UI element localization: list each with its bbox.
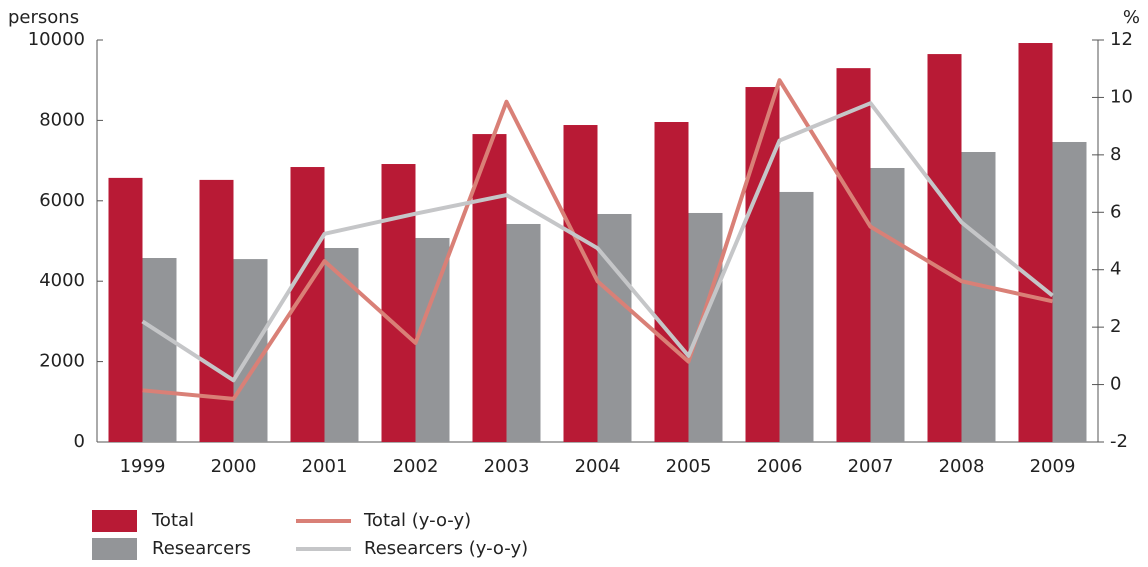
y-tick-label: 10000	[28, 29, 85, 50]
bar	[324, 247, 359, 442]
x-tick-label: 2002	[393, 456, 439, 477]
legend-swatch	[92, 510, 137, 532]
bar	[506, 223, 541, 442]
bar	[779, 191, 814, 442]
bar	[472, 134, 507, 442]
bar	[870, 167, 905, 442]
bar	[836, 68, 871, 442]
y2-tick-label: -2	[1110, 431, 1128, 452]
y-tick-label: 2000	[39, 351, 85, 372]
legend-label: Total (y-o-y)	[363, 510, 471, 531]
legend-label: Researcers	[152, 538, 251, 559]
legend-label: Researcers (y-o-y)	[364, 538, 528, 559]
y2-tick-label: 6	[1110, 201, 1121, 222]
bar	[927, 54, 962, 442]
y2-tick-label: 10	[1110, 86, 1133, 107]
y-tick-label: 4000	[39, 270, 85, 291]
y2-axis-title: %	[1123, 7, 1140, 28]
y-axis-title: persons	[8, 7, 79, 28]
y2-tick-label: 2	[1110, 316, 1121, 337]
y-tick-label: 8000	[39, 109, 85, 130]
bar	[654, 122, 689, 443]
bar	[381, 164, 416, 442]
y-tick-label: 6000	[39, 190, 85, 211]
bar	[745, 87, 780, 442]
bar	[961, 151, 996, 442]
bar	[597, 213, 632, 442]
line	[142, 78, 1053, 401]
y2-tick-label: 4	[1110, 259, 1121, 280]
legend-swatch	[92, 538, 137, 560]
bar	[108, 177, 143, 443]
x-tick-label: 2000	[211, 456, 257, 477]
x-tick-label: 2008	[939, 456, 985, 477]
x-tick-label: 2007	[848, 456, 894, 477]
bar	[142, 258, 177, 442]
y2-tick-label: 12	[1110, 29, 1133, 50]
bar	[1018, 43, 1053, 442]
x-tick-label: 2003	[484, 456, 530, 477]
bar	[688, 212, 723, 442]
x-tick-label: 2006	[757, 456, 803, 477]
bar	[563, 125, 598, 442]
x-tick-label: 2004	[575, 456, 621, 477]
bar	[199, 179, 234, 442]
line	[141, 101, 1054, 383]
bar	[1052, 141, 1087, 442]
y-tick-label: 0	[74, 431, 85, 452]
y2-tick-label: 8	[1110, 144, 1121, 165]
y2-tick-label: 0	[1110, 374, 1121, 395]
legend-label: Total	[151, 510, 194, 531]
x-tick-label: 1999	[120, 456, 166, 477]
x-tick-label: 2005	[666, 456, 712, 477]
x-tick-label: 2009	[1030, 456, 1076, 477]
x-tick-label: 2001	[302, 456, 348, 477]
